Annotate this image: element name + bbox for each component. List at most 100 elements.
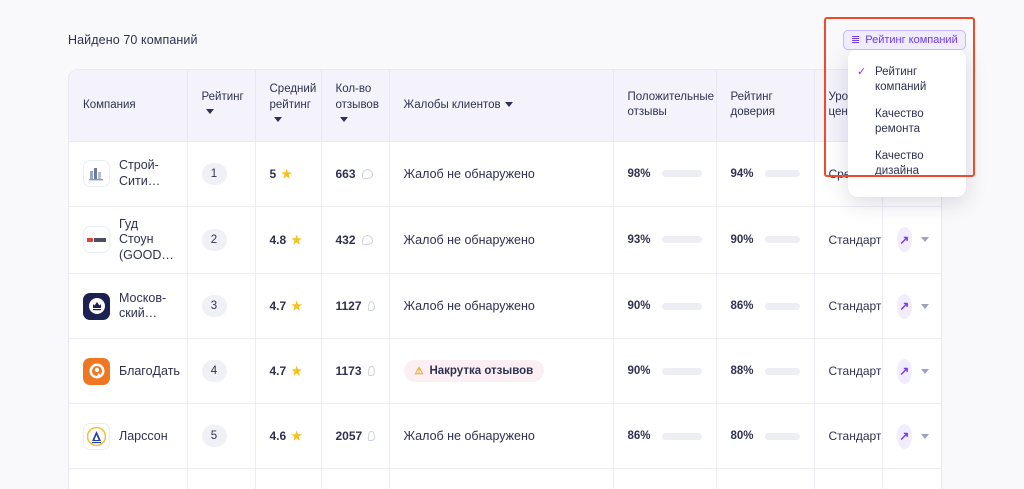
column-label-trust-rating: Рейтинг доверия: [730, 90, 776, 119]
chevron-down-icon[interactable]: [504, 101, 513, 107]
sort-menu-item[interactable]: Качество ремонта: [848, 101, 966, 143]
table-row[interactable]: БлагоДать 4 4.7 ★ 1173 ⚠ Накрутка отзывов 90% 88…: [69, 338, 941, 405]
trust-rating-bar: [764, 432, 800, 440]
companies-table-container: Компания Рейтинг Средний рейтинг Кол-во …: [68, 69, 942, 489]
comment-bubble-icon: [367, 301, 375, 312]
positive-reviews-pct: 86%: [627, 430, 651, 443]
table-row[interactable]: Москов-ский… 3 4.7 ★ 1127 Жалоб не обнаружено…: [69, 273, 941, 340]
chevron-down-icon[interactable]: [339, 117, 348, 123]
reviews-count-value: 1127: [335, 299, 362, 314]
cell-avg-rating: 4.8 ★: [255, 206, 322, 275]
price-level-value: Стандарт: [828, 429, 882, 444]
chevron-down-icon[interactable]: [273, 117, 282, 123]
reviews-count-value: 2057: [335, 429, 363, 444]
arrow-up-right-icon[interactable]: ↗: [896, 358, 912, 384]
cell-actions: ↗: [882, 273, 941, 340]
rank-badge: 1: [201, 162, 227, 185]
cell-complaints: Жалоб не обнаружено: [389, 273, 614, 340]
star-icon: ★: [291, 364, 302, 379]
column-label-complaints: Жалобы клиентов: [403, 98, 501, 111]
rank-badge: 5: [201, 425, 227, 448]
comment-bubble-icon: [361, 234, 373, 245]
trust-rating-pct: 80%: [730, 430, 754, 443]
trust-rating-pct: 88%: [730, 365, 754, 378]
table-row-partial: [69, 468, 941, 489]
cell-reviews-count: 1127: [321, 273, 390, 340]
cell-positive-reviews: 93%: [613, 206, 717, 275]
blagodat-logo: [83, 357, 110, 385]
cell-price-level: Стандарт: [814, 206, 883, 275]
complaints-text: Жалоб не обнаружено: [403, 232, 535, 247]
sort-menu-item[interactable]: Качество дизайна: [848, 143, 966, 185]
good-stone-logo: [83, 226, 110, 254]
cell-company: Ларссон: [69, 403, 188, 470]
complaints-text: Жалоб не обнаружено: [403, 299, 535, 314]
column-header-positive-reviews: Положительные отзывы: [613, 70, 717, 142]
positive-reviews-bar: [661, 367, 702, 375]
trust-rating-pct: 90%: [730, 233, 754, 246]
larsson-logo: [83, 422, 110, 450]
arrow-up-right-icon[interactable]: ↗: [896, 423, 912, 449]
cell-reviews-count: 2057: [321, 403, 390, 470]
cell-rank: 2: [187, 206, 256, 275]
avg-rating-value: 4.8: [269, 232, 287, 247]
cell-company: Гуд Стоун (GOOD…: [69, 206, 188, 275]
column-header-rank[interactable]: Рейтинг: [187, 70, 256, 142]
star-icon: ★: [291, 429, 302, 444]
chevron-down-icon[interactable]: [205, 109, 214, 115]
chevron-down-icon[interactable]: [921, 433, 929, 439]
cell-avg-rating: 4.7 ★: [255, 273, 322, 340]
star-icon: ★: [291, 232, 302, 247]
cell-company: Строй-Сити…: [69, 141, 188, 207]
rank-badge: 3: [201, 295, 227, 318]
cell-avg-rating: 4.7 ★: [255, 338, 322, 405]
cell-complaints: Жалоб не обнаружено: [389, 403, 614, 470]
trust-rating-bar: [764, 170, 800, 178]
cell-positive-reviews: 86%: [613, 403, 717, 470]
rank-badge: 2: [201, 228, 227, 251]
cell-price-level: Стандарт: [814, 403, 883, 470]
price-level-value: Стандарт: [828, 232, 882, 247]
cell-price-level: Стандарт: [814, 338, 883, 405]
reviews-count-value: 432: [335, 232, 356, 247]
star-icon: ★: [281, 166, 292, 181]
sort-by-button[interactable]: ≣ Рейтинг компаний: [843, 30, 966, 50]
sort-dropdown-menu[interactable]: ✓ Рейтинг компаний Качество ремонта Качеств…: [848, 49, 966, 197]
check-icon: ✓: [857, 66, 867, 78]
positive-reviews-bar: [661, 170, 702, 178]
column-label-reviews-count: Кол-во отзывов: [335, 83, 379, 111]
column-label-rank: Рейтинг: [201, 90, 244, 103]
table-row[interactable]: Гуд Стоун (GOOD… 2 4.8 ★ 432 Жалоб не обнаруж…: [69, 206, 941, 275]
company-name: Москов-ский…: [119, 290, 167, 321]
cell-rank: 4: [187, 338, 256, 405]
cell-trust-rating: 94%: [716, 141, 815, 207]
company-name: Строй-Сити…: [119, 157, 161, 188]
chevron-down-icon[interactable]: [921, 237, 929, 243]
company-name: БлагоДать: [119, 363, 180, 378]
chevron-down-icon[interactable]: [921, 303, 929, 309]
avg-rating-value: 4.7: [269, 299, 287, 314]
table-row[interactable]: Строй-Сити… 1 5 ★ 663 Жалоб не обнаружено 98% 9…: [69, 141, 941, 207]
column-header-avg-rating[interactable]: Средний рейтинг: [255, 70, 322, 142]
table-body: Строй-Сити… 1 5 ★ 663 Жалоб не обнаружено 98% 9…: [69, 141, 941, 489]
cell-complaints: ⚠ Накрутка отзывов: [389, 338, 614, 405]
column-header-company: Компания: [69, 70, 188, 142]
column-label-avg-rating: Средний рейтинг: [269, 83, 317, 111]
column-header-reviews-count[interactable]: Кол-во отзывов: [321, 70, 390, 142]
sort-menu-item[interactable]: ✓ Рейтинг компаний: [848, 59, 966, 101]
reviews-count-value: 663: [335, 166, 356, 181]
avg-rating-value: 4.7: [269, 364, 287, 379]
table-header-row: Компания Рейтинг Средний рейтинг Кол-во …: [69, 70, 941, 142]
table-header: Компания Рейтинг Средний рейтинг Кол-во …: [69, 70, 941, 142]
chevron-down-icon[interactable]: [921, 368, 929, 374]
sort-menu-item-label: Качество дизайна: [875, 149, 924, 177]
price-level-value: Стандарт: [828, 364, 882, 379]
arrow-up-right-icon[interactable]: ↗: [896, 227, 912, 253]
companies-table: Компания Рейтинг Средний рейтинг Кол-во …: [69, 70, 941, 489]
table-row[interactable]: Ларссон 5 4.6 ★ 2057 Жалоб не обнаружено 86% 80…: [69, 403, 941, 470]
column-label-company: Компания: [83, 98, 136, 111]
arrow-up-right-icon[interactable]: ↗: [896, 293, 912, 319]
cell-trust-rating: 86%: [716, 273, 815, 340]
column-header-complaints[interactable]: Жалобы клиентов: [389, 70, 614, 142]
